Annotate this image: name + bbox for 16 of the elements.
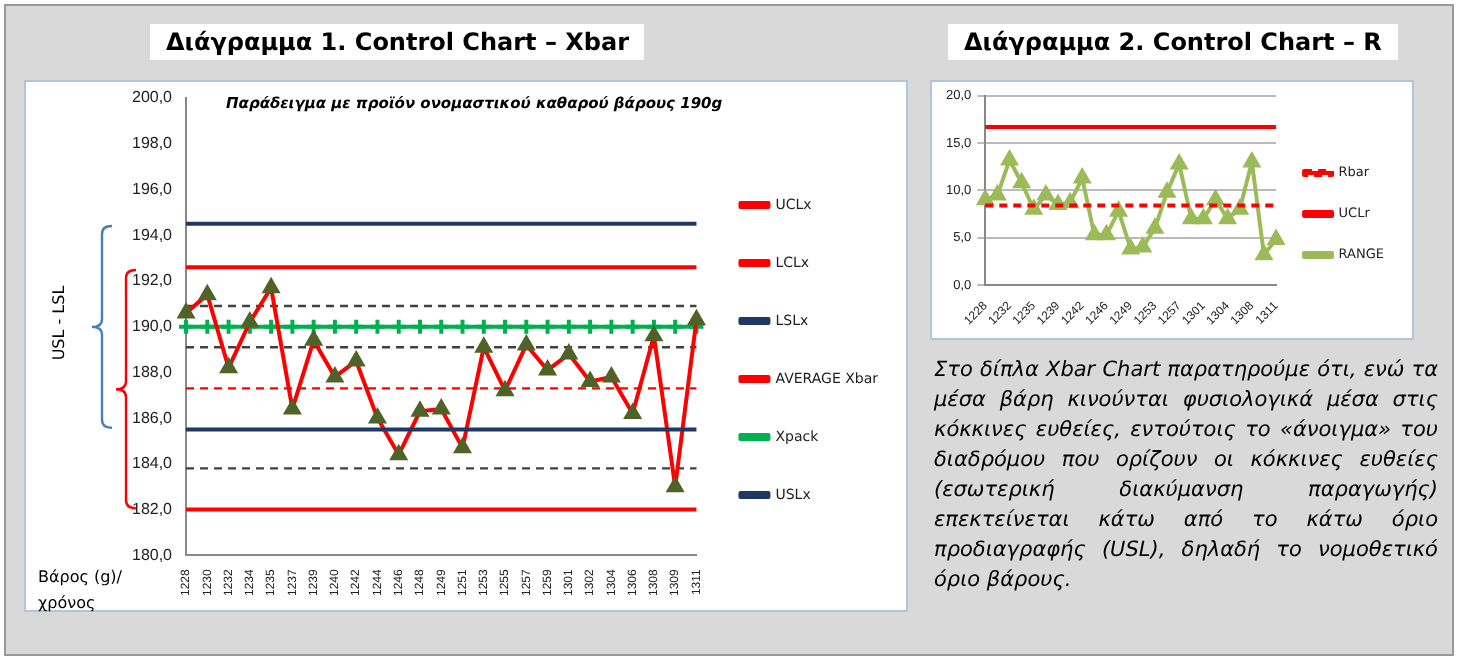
y-tick-label: 196,0 <box>131 179 174 198</box>
y-axis-title: USL - LSL <box>50 286 69 361</box>
chart-title: Διάγραμμα 1. Control Chart – Xbar <box>150 24 645 60</box>
chart-title: Διάγραμμα 2. Control Chart – R <box>948 24 1398 60</box>
y-tick-label: 188,0 <box>131 362 174 381</box>
y-tick-label: 184,0 <box>131 454 174 473</box>
y-tick-label: 194,0 <box>131 225 174 244</box>
y-tick-label: 180,0 <box>131 545 174 564</box>
x-axis-title: Βάρος (g)/ χρόνος <box>38 565 124 616</box>
y-tick-label: 192,0 <box>131 271 174 290</box>
y-tick-label: 190,0 <box>131 317 174 336</box>
y-tick-label: 182,0 <box>131 499 174 518</box>
text: Στο δίπλα Xbar Chart παρατηρούμε ότι, ενώ τα μέσα βάρη κινούνται φυσιολογικά μέσα στις κόκκινες ευθείες, εντούτοις το «άνοιγμα» του διαδρόμου που ορίζουν οι κόκκινες ευθείες (εσωτερική διακύμανση παραγωγής) επεκτείνεται κάτω από το κάτω όριο προδιαγραφής (USL), δηλαδή το νομοθετικό όριο βάρους. <box>934 356 1438 596</box>
y-tick-label: 198,0 <box>131 134 174 153</box>
y-tick-label: 200,0 <box>131 88 174 107</box>
y-tick-label: 186,0 <box>131 408 174 427</box>
